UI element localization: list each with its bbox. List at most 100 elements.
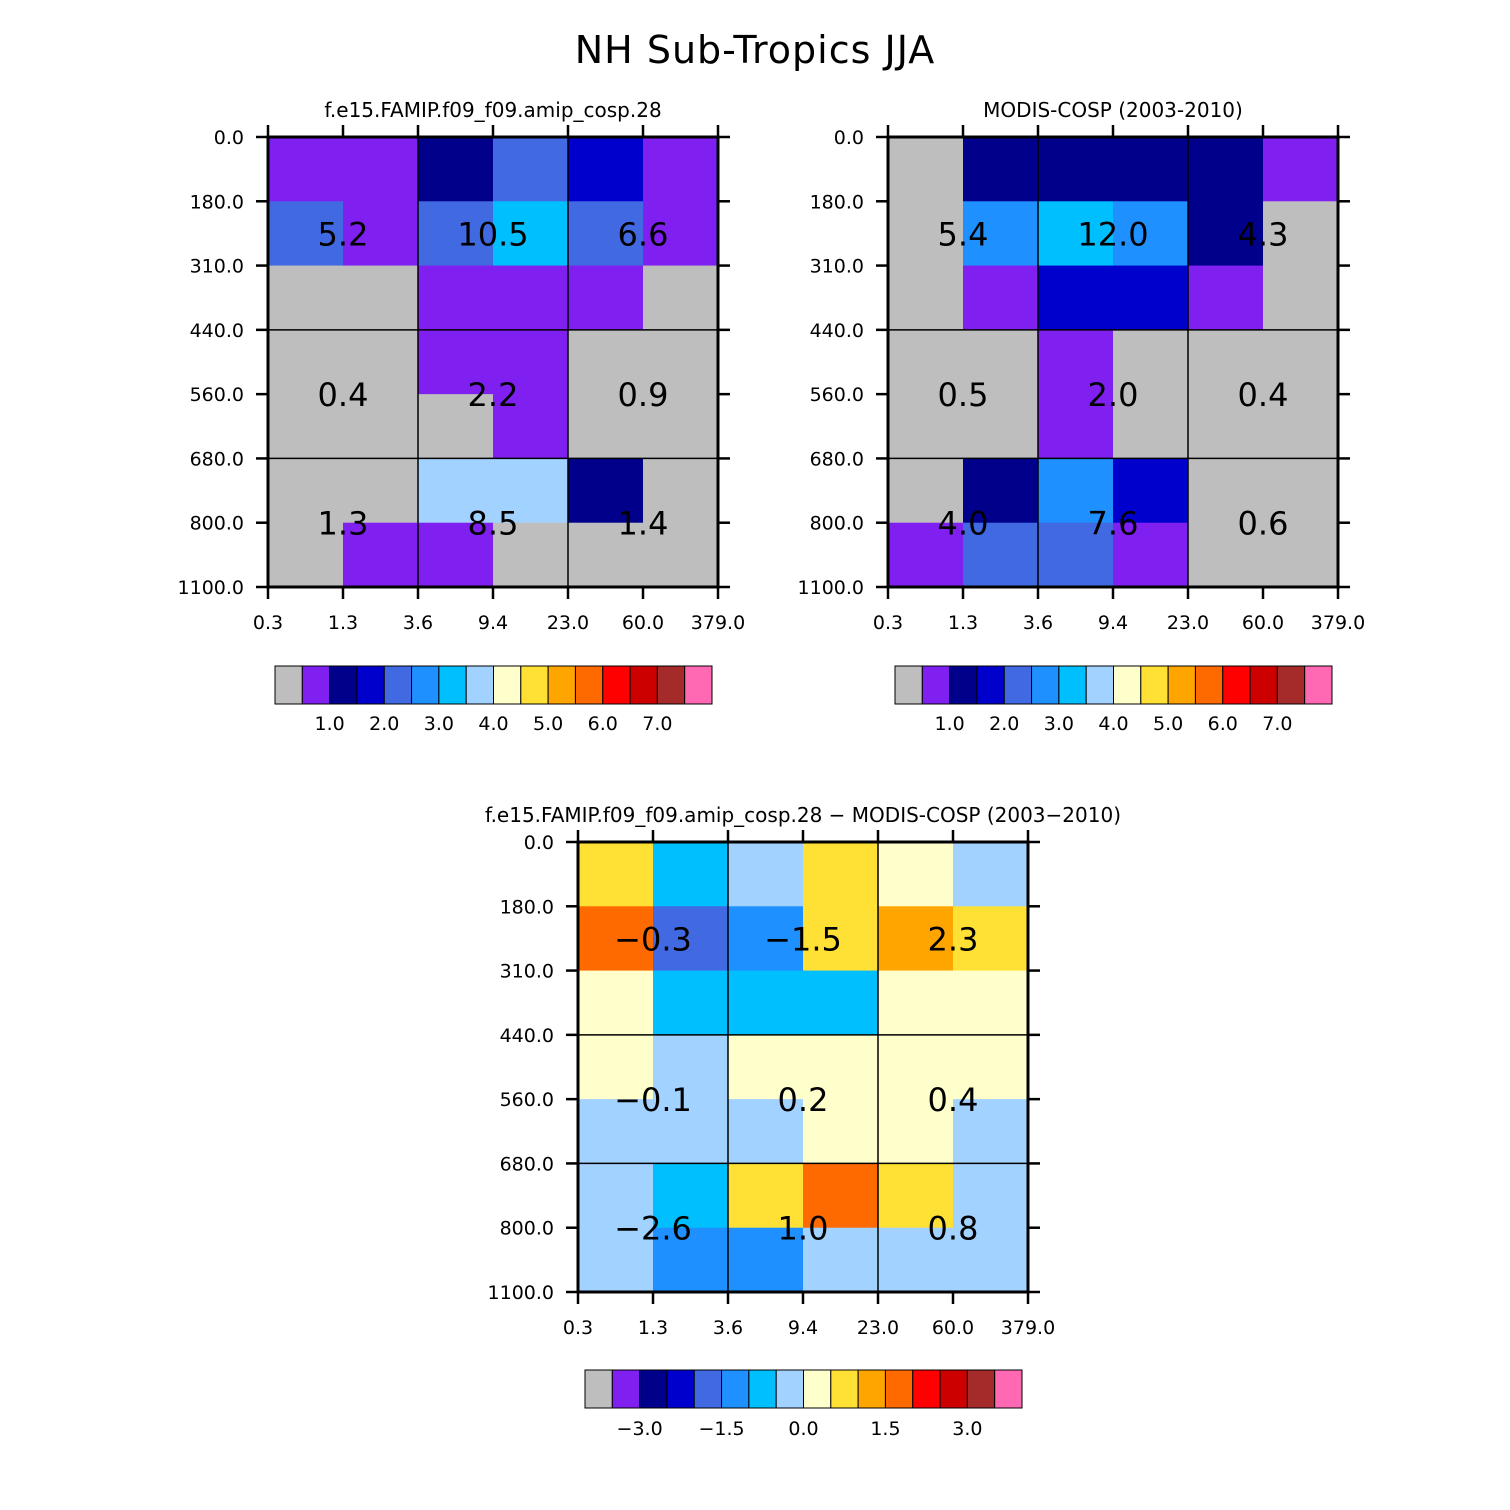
heatmap-cell bbox=[888, 265, 964, 331]
heatmap-cell bbox=[803, 1034, 879, 1100]
colorbar-label: 2.0 bbox=[369, 713, 399, 735]
colorbar-label: 3.0 bbox=[952, 1418, 982, 1440]
colorbar-box bbox=[520, 665, 549, 705]
x-tick-label: 379.0 bbox=[691, 612, 745, 634]
heatmap-cell bbox=[888, 458, 964, 524]
y-tick-label: 180.0 bbox=[810, 191, 864, 213]
group-value-label: 1.4 bbox=[618, 505, 669, 543]
heatmap-cell bbox=[878, 842, 954, 907]
group-value-label: 4.3 bbox=[1238, 215, 1289, 253]
colorbar-box bbox=[1304, 665, 1333, 705]
heatmap-cell bbox=[268, 394, 344, 459]
heatmap-cell bbox=[643, 201, 719, 267]
x-tick-label: 23.0 bbox=[1167, 612, 1209, 634]
panel-title: f.e15.FAMIP.f09_f09.amip_cosp.28 − MODIS… bbox=[485, 803, 1121, 827]
heatmap-cell bbox=[418, 265, 494, 331]
heatmap-cell bbox=[728, 906, 804, 972]
heatmap-cell bbox=[963, 265, 1039, 331]
heatmap-cell bbox=[728, 1034, 804, 1100]
heatmap-cell bbox=[418, 201, 494, 267]
colorbar-label: 6.0 bbox=[1208, 713, 1238, 735]
heatmap-cell bbox=[878, 1163, 954, 1229]
x-tick-label: 60.0 bbox=[932, 1317, 974, 1339]
main-title: NH Sub-Tropics JJA bbox=[574, 28, 936, 72]
heatmap-cell bbox=[1263, 394, 1339, 459]
heatmap-cell bbox=[268, 329, 344, 395]
heatmap-cell bbox=[963, 394, 1039, 459]
heatmap-cell bbox=[653, 1227, 729, 1293]
heatmap-cell bbox=[1113, 137, 1189, 202]
colorbar-label: 7.0 bbox=[1262, 713, 1292, 735]
heatmap-cell bbox=[343, 522, 419, 588]
heatmap-cell bbox=[493, 522, 569, 588]
group-value-label: 4.0 bbox=[938, 505, 989, 543]
heatmap-cell bbox=[343, 137, 419, 202]
panel-model: f.e15.FAMIP.f09_f09.amip_cosp.28 5.2 10.5 6… bbox=[178, 98, 746, 735]
colorbar-box bbox=[748, 1369, 777, 1409]
y-tick-label: 180.0 bbox=[190, 191, 244, 213]
colorbar-box bbox=[1003, 665, 1033, 705]
y-tick-label: 180.0 bbox=[500, 896, 554, 918]
colorbar-box bbox=[949, 665, 978, 705]
colorbar-box bbox=[1222, 665, 1251, 705]
group-value-label: 0.4 bbox=[928, 1081, 979, 1119]
heatmap-cell bbox=[418, 329, 494, 395]
y-tick-label: 560.0 bbox=[190, 384, 244, 406]
group-value-label: 2.2 bbox=[468, 376, 519, 414]
group-value-label: 7.6 bbox=[1088, 505, 1139, 543]
heatmap-cell bbox=[493, 137, 569, 202]
x-tick-label: 23.0 bbox=[547, 612, 589, 634]
colorbar-box bbox=[574, 665, 604, 705]
colorbar-box bbox=[602, 665, 631, 705]
heatmap-cell bbox=[728, 1227, 804, 1293]
heatmap-cell bbox=[1038, 265, 1114, 331]
heatmap-cell bbox=[418, 522, 494, 588]
heatmap-cell bbox=[343, 201, 419, 267]
colorbar-label: 2.0 bbox=[989, 713, 1019, 735]
heatmap-cell bbox=[493, 458, 569, 524]
y-tick-label: 0.0 bbox=[214, 127, 244, 149]
group-value-label: 0.4 bbox=[318, 376, 369, 414]
colorbar-box bbox=[493, 665, 522, 705]
heatmap-cell bbox=[653, 906, 729, 972]
heatmap-cell bbox=[1263, 265, 1339, 331]
heatmap-cell bbox=[878, 1099, 954, 1164]
heatmap-cell bbox=[1113, 458, 1189, 524]
colorbar-box bbox=[939, 1369, 968, 1409]
x-tick-label: 60.0 bbox=[1242, 612, 1284, 634]
group-value-label: 5.4 bbox=[938, 215, 989, 253]
colorbar-label: 1.5 bbox=[870, 1418, 900, 1440]
y-tick-label: 800.0 bbox=[190, 513, 244, 535]
heatmap-cell bbox=[878, 906, 954, 972]
heatmap-cell bbox=[268, 458, 344, 524]
heatmap-cell bbox=[568, 394, 644, 459]
heatmap-cell bbox=[578, 970, 654, 1036]
colorbar-box bbox=[547, 665, 576, 705]
group-value-label: 0.5 bbox=[938, 376, 989, 414]
heatmap-cell bbox=[1188, 201, 1264, 267]
colorbar-box bbox=[329, 665, 358, 705]
x-tick-label: 1.3 bbox=[948, 612, 978, 634]
colorbar-box bbox=[894, 665, 923, 705]
y-tick-label: 800.0 bbox=[810, 513, 864, 535]
group-value-label: 6.6 bbox=[618, 215, 669, 253]
colorbar-box bbox=[884, 1369, 914, 1409]
x-tick-label: 9.4 bbox=[478, 612, 508, 634]
colorbar-box bbox=[411, 665, 440, 705]
colorbar-box bbox=[1058, 665, 1087, 705]
heatmap-cell bbox=[268, 265, 344, 331]
colorbar-box bbox=[1140, 665, 1169, 705]
colorbar-label: 4.0 bbox=[478, 713, 508, 735]
heatmap-cell bbox=[953, 1163, 1029, 1229]
heatmap-cell bbox=[643, 458, 719, 524]
colorbar-label: 0.0 bbox=[788, 1418, 818, 1440]
heatmap-cell bbox=[643, 522, 719, 588]
heatmap-cell bbox=[568, 137, 644, 202]
heatmap-cell bbox=[268, 137, 344, 202]
heatmap-cell bbox=[803, 1227, 879, 1293]
y-tick-label: 1100.0 bbox=[488, 1282, 554, 1304]
heatmap-cell bbox=[578, 842, 654, 907]
group-value-label: 0.8 bbox=[928, 1210, 979, 1248]
colorbar-box bbox=[1167, 665, 1196, 705]
colorbar-label: 3.0 bbox=[424, 713, 454, 735]
